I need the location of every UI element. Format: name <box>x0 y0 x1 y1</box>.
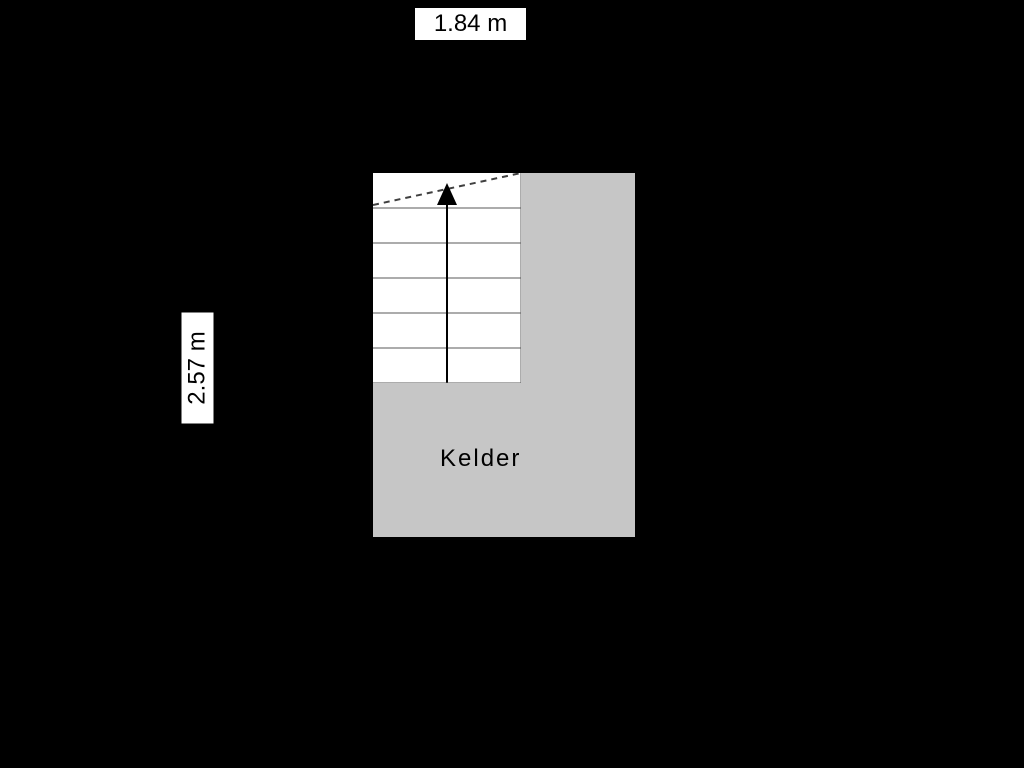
dimension-height-label: 2.57 m <box>182 313 214 424</box>
stairs-svg <box>373 173 521 383</box>
floorplan-canvas: 1.84 m 2.57 m Kelder <box>0 0 1024 768</box>
dimension-width-label: 1.84 m <box>415 8 526 40</box>
stairs <box>373 173 521 383</box>
room-label-kelder: Kelder <box>440 445 521 473</box>
stairs-arrowhead-icon <box>437 183 457 205</box>
